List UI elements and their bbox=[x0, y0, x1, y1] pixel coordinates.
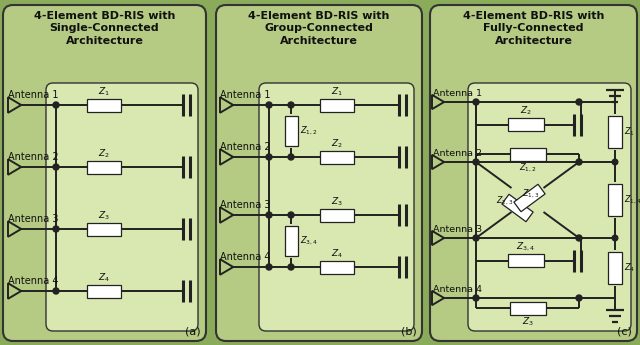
Text: Antenna 1: Antenna 1 bbox=[220, 90, 271, 100]
Circle shape bbox=[576, 295, 582, 301]
FancyBboxPatch shape bbox=[468, 83, 631, 331]
Circle shape bbox=[288, 264, 294, 270]
Bar bbox=[608, 116, 622, 148]
Text: $Z_{1}$: $Z_{1}$ bbox=[624, 126, 635, 138]
Text: $Z_{2}$: $Z_{2}$ bbox=[520, 105, 531, 117]
Circle shape bbox=[266, 264, 272, 270]
Text: Antenna 2: Antenna 2 bbox=[8, 152, 59, 162]
Circle shape bbox=[576, 99, 582, 105]
Circle shape bbox=[473, 235, 479, 241]
Circle shape bbox=[266, 154, 272, 160]
Bar bbox=[320, 260, 354, 274]
Text: $Z_{3,4}$: $Z_{3,4}$ bbox=[300, 235, 317, 247]
Bar bbox=[514, 184, 545, 212]
Text: Antenna 3: Antenna 3 bbox=[220, 200, 271, 210]
Text: $Z_{4}$: $Z_{4}$ bbox=[98, 271, 110, 284]
Text: Antenna 1: Antenna 1 bbox=[433, 89, 482, 98]
Text: $Z_{1,2}$: $Z_{1,2}$ bbox=[518, 161, 536, 174]
Circle shape bbox=[612, 235, 618, 241]
Circle shape bbox=[473, 99, 479, 105]
Bar bbox=[87, 223, 121, 236]
Bar bbox=[509, 302, 545, 315]
FancyBboxPatch shape bbox=[216, 5, 422, 341]
Bar bbox=[508, 118, 543, 131]
Circle shape bbox=[266, 102, 272, 108]
Text: 4-Element BD-RIS with
Group-Connected
Architecture: 4-Element BD-RIS with Group-Connected Ar… bbox=[248, 11, 390, 46]
Text: $Z_{2,3}$: $Z_{2,3}$ bbox=[495, 195, 513, 207]
Circle shape bbox=[576, 235, 582, 241]
Text: (b): (b) bbox=[401, 327, 417, 337]
Text: (c): (c) bbox=[617, 327, 632, 337]
Text: Antenna 4: Antenna 4 bbox=[8, 276, 58, 286]
Text: (a): (a) bbox=[186, 327, 201, 337]
Bar bbox=[285, 226, 298, 256]
Circle shape bbox=[612, 159, 618, 165]
Bar bbox=[608, 252, 622, 284]
Text: $Z_{1}$: $Z_{1}$ bbox=[98, 85, 110, 98]
Text: $Z_{3}$: $Z_{3}$ bbox=[331, 195, 343, 207]
Bar bbox=[320, 99, 354, 111]
Text: $Z_{4}$: $Z_{4}$ bbox=[624, 262, 636, 274]
Text: $Z_{1,3}$: $Z_{1,3}$ bbox=[522, 188, 539, 200]
Bar bbox=[285, 116, 298, 146]
Text: Antenna 4: Antenna 4 bbox=[433, 285, 482, 294]
Circle shape bbox=[53, 288, 59, 294]
FancyBboxPatch shape bbox=[259, 83, 414, 331]
FancyBboxPatch shape bbox=[46, 83, 198, 331]
Text: $Z_{3}$: $Z_{3}$ bbox=[522, 315, 533, 328]
Circle shape bbox=[53, 102, 59, 108]
Circle shape bbox=[576, 159, 582, 165]
Text: Antenna 2: Antenna 2 bbox=[433, 149, 482, 158]
Bar bbox=[608, 184, 622, 216]
Text: $Z_{1}$: $Z_{1}$ bbox=[331, 85, 343, 98]
Text: 4-Element BD-RIS with
Fully-Connected
Architecture: 4-Element BD-RIS with Fully-Connected Ar… bbox=[463, 11, 604, 46]
Bar bbox=[320, 150, 354, 164]
Bar bbox=[509, 148, 545, 160]
FancyBboxPatch shape bbox=[3, 5, 206, 341]
FancyBboxPatch shape bbox=[430, 5, 637, 341]
Text: Antenna 1: Antenna 1 bbox=[8, 90, 58, 100]
Text: Antenna 3: Antenna 3 bbox=[433, 225, 482, 234]
Bar bbox=[87, 99, 121, 111]
Text: $Z_{1,2}$: $Z_{1,2}$ bbox=[300, 125, 317, 137]
Bar bbox=[320, 208, 354, 221]
Text: Antenna 3: Antenna 3 bbox=[8, 214, 58, 224]
Text: $Z_{4}$: $Z_{4}$ bbox=[331, 247, 343, 259]
Circle shape bbox=[473, 159, 479, 165]
Bar bbox=[87, 160, 121, 174]
Circle shape bbox=[288, 102, 294, 108]
Circle shape bbox=[53, 164, 59, 170]
Circle shape bbox=[266, 212, 272, 218]
Text: $Z_{2}$: $Z_{2}$ bbox=[98, 147, 110, 159]
Bar bbox=[87, 285, 121, 297]
Text: $Z_{3}$: $Z_{3}$ bbox=[98, 209, 110, 221]
Bar bbox=[502, 194, 533, 222]
Text: $Z_{1,4}$: $Z_{1,4}$ bbox=[624, 194, 640, 206]
Text: Antenna 2: Antenna 2 bbox=[220, 142, 271, 152]
Text: 4-Element BD-RIS with
Single-Connected
Architecture: 4-Element BD-RIS with Single-Connected A… bbox=[34, 11, 175, 46]
Circle shape bbox=[288, 212, 294, 218]
Circle shape bbox=[473, 295, 479, 301]
Circle shape bbox=[288, 154, 294, 160]
Circle shape bbox=[53, 226, 59, 232]
Text: $Z_{3,4}$: $Z_{3,4}$ bbox=[516, 241, 535, 253]
Text: $Z_{2}$: $Z_{2}$ bbox=[331, 137, 343, 149]
Text: Antenna 4: Antenna 4 bbox=[220, 252, 271, 262]
Bar bbox=[508, 254, 543, 267]
